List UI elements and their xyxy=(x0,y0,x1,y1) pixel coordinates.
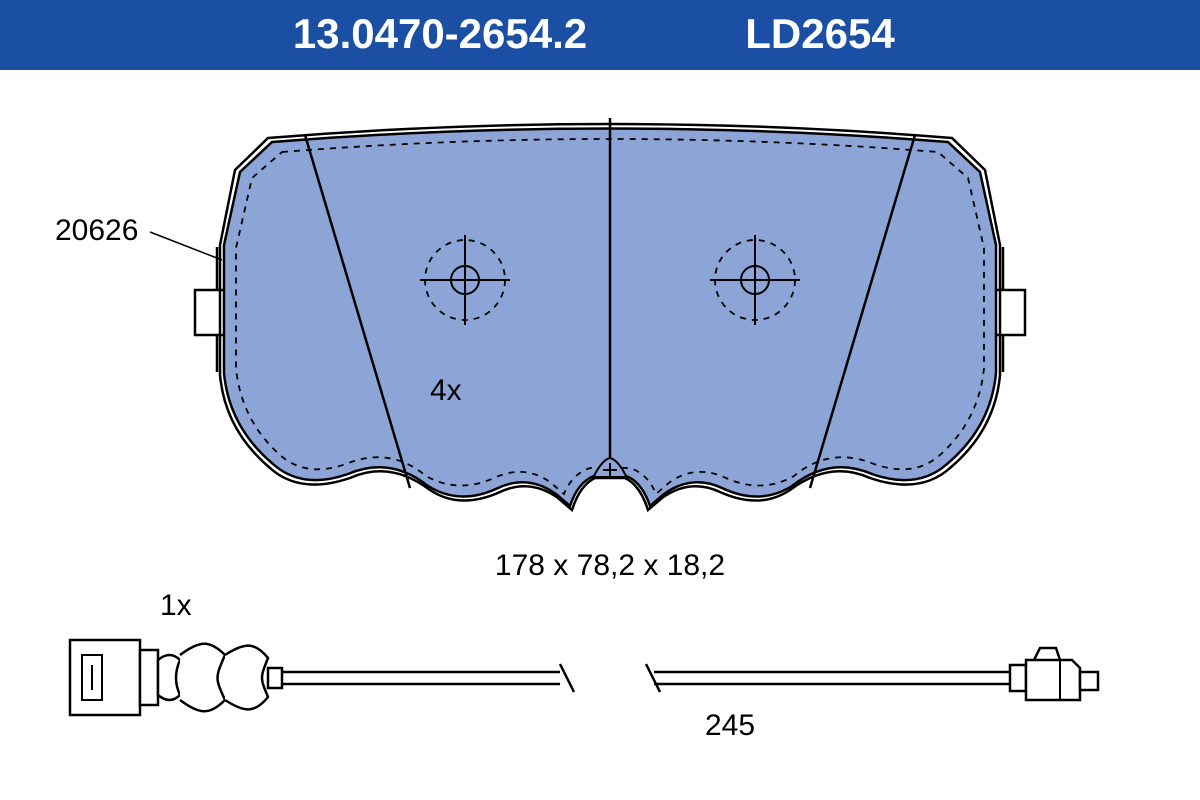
brake-pad-drawing: 4x xyxy=(195,118,1025,510)
wear-sensor-drawing: 1x xyxy=(70,589,1098,742)
sensor-boot xyxy=(158,644,282,712)
pad-quantity: 4x xyxy=(430,374,462,407)
wva-label: 20626 xyxy=(55,214,138,247)
header-bar xyxy=(0,0,1200,70)
sensor-left-connector xyxy=(70,640,158,715)
diagram-stage: 13.0470-2654.2 LD2654 xyxy=(0,0,1200,800)
wva-leader xyxy=(150,232,222,260)
ref-code: LD2654 xyxy=(745,10,895,57)
part-number: 13.0470-2654.2 xyxy=(293,10,587,57)
sensor-right-tip xyxy=(1010,648,1098,700)
sensor-length: 245 xyxy=(705,709,755,742)
pad-dimensions: 178 x 78,2 x 18,2 xyxy=(495,549,725,582)
sensor-quantity: 1x xyxy=(160,589,192,622)
